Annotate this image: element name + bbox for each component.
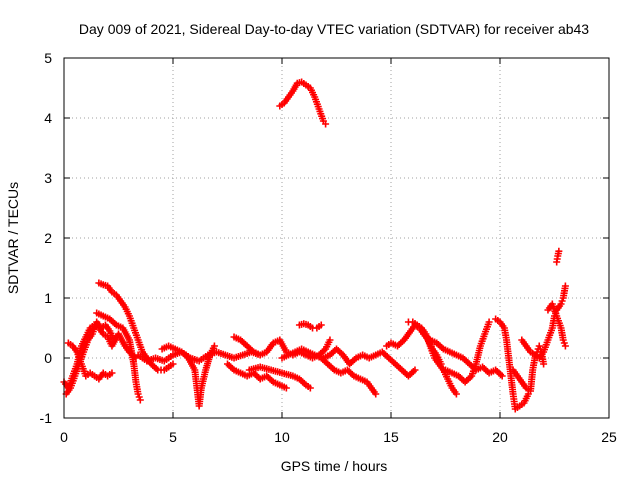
y-tick-label: 4	[44, 110, 52, 126]
data-point	[306, 384, 314, 392]
series-arc-h	[224, 360, 290, 392]
series-arc-w	[553, 247, 563, 266]
series-arc-s	[492, 315, 532, 413]
series-arc-m	[295, 320, 325, 332]
data-point	[108, 369, 116, 377]
x-tick-label: 15	[383, 429, 399, 445]
data-point	[485, 318, 493, 326]
series-arc-p	[404, 318, 460, 398]
data-point	[110, 336, 118, 344]
series-arc-f	[134, 348, 264, 365]
y-tick-label: 0	[44, 350, 52, 366]
x-tick-label: 25	[601, 429, 617, 445]
data-point	[561, 342, 569, 350]
series-arc-n	[319, 345, 419, 380]
data-point	[169, 360, 177, 368]
y-tick-label: 1	[44, 290, 52, 306]
data-point	[540, 360, 548, 368]
data-point	[498, 372, 506, 380]
y-tick-label: 3	[44, 170, 52, 186]
y-tick-label: -1	[40, 410, 53, 426]
data-point	[555, 247, 563, 255]
x-axis: 0 5 10 15 20 25	[60, 58, 617, 445]
x-tick-label: 10	[274, 429, 290, 445]
series-arc-v	[544, 300, 569, 350]
x-tick-label: 20	[492, 429, 508, 445]
data-point	[317, 321, 325, 329]
x-tick-label: 0	[60, 429, 68, 445]
x-axis-label: GPS time / hours	[281, 458, 388, 474]
y-tick-label: 5	[44, 50, 52, 66]
series-arc-q	[420, 330, 506, 380]
data-point	[561, 282, 569, 290]
data-point	[452, 390, 460, 398]
series-arc-e	[93, 309, 144, 404]
y-tick-label: 2	[44, 230, 52, 246]
grid	[64, 58, 609, 418]
y-axis: -1 0 1 2 3 4 5	[40, 50, 609, 426]
series-arc-u	[518, 282, 569, 362]
data-point	[210, 342, 218, 350]
series-arc-g	[158, 342, 218, 410]
data-point	[282, 384, 290, 392]
data-point	[322, 120, 330, 128]
series-arc-i	[245, 363, 314, 392]
chart-title: Day 009 of 2021, Sidereal Day-to-day VTE…	[79, 21, 589, 37]
x-tick-label: 5	[169, 429, 177, 445]
data-point	[136, 396, 144, 404]
data-point	[411, 366, 419, 374]
y-axis-label: SDTVAR / TECUs	[5, 182, 21, 294]
series-arc-b	[62, 318, 118, 398]
data-point	[326, 336, 334, 344]
data-marks	[60, 78, 569, 413]
series-arc-c	[64, 339, 116, 383]
series-arc-r	[442, 318, 493, 386]
data-point	[372, 390, 380, 398]
series-arc-l	[276, 78, 330, 128]
